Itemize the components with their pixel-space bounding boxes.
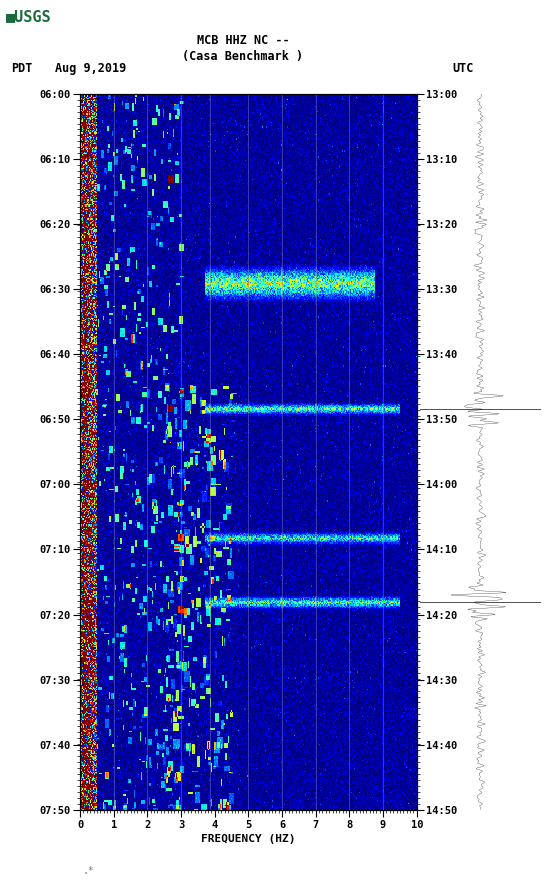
Text: UTC: UTC [453,62,474,76]
Text: (Casa Benchmark ): (Casa Benchmark ) [182,50,304,63]
Text: PDT: PDT [11,62,33,76]
X-axis label: FREQUENCY (HZ): FREQUENCY (HZ) [201,834,296,844]
Text: USGS: USGS [6,15,36,26]
Text: Aug 9,2019: Aug 9,2019 [55,62,126,76]
Text: MCB HHZ NC --: MCB HHZ NC -- [197,34,289,47]
Text: ■USGS: ■USGS [6,9,51,24]
Text: .*: .* [83,866,94,876]
